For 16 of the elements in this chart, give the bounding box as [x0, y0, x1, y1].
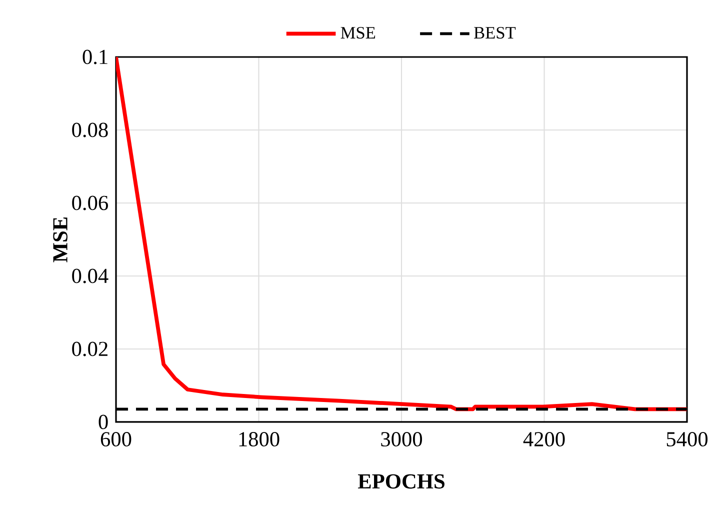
y-tick-label: 0.02	[72, 342, 108, 356]
y-tick-label: 0.06	[72, 196, 108, 210]
x-axis-title: EPOCHS	[358, 474, 444, 489]
x-tick-label: 600	[100, 432, 132, 446]
x-tick-label: 4200	[523, 432, 565, 446]
x-tick-label: 1800	[239, 432, 280, 446]
legend-label: BEST	[474, 26, 516, 39]
x-tick-label: 3000	[381, 432, 422, 446]
y-tick-label: 0.04	[72, 268, 108, 284]
y-tick-label: 0.08	[72, 122, 108, 138]
legend-label: MSE	[340, 26, 376, 39]
x-tick-label: 5400	[666, 432, 708, 446]
y-tick-label: 0.1	[82, 50, 108, 64]
y-axis-title: MSE	[53, 217, 68, 262]
y-tick-label: 0	[98, 414, 108, 430]
line-series	[116, 56, 687, 412]
